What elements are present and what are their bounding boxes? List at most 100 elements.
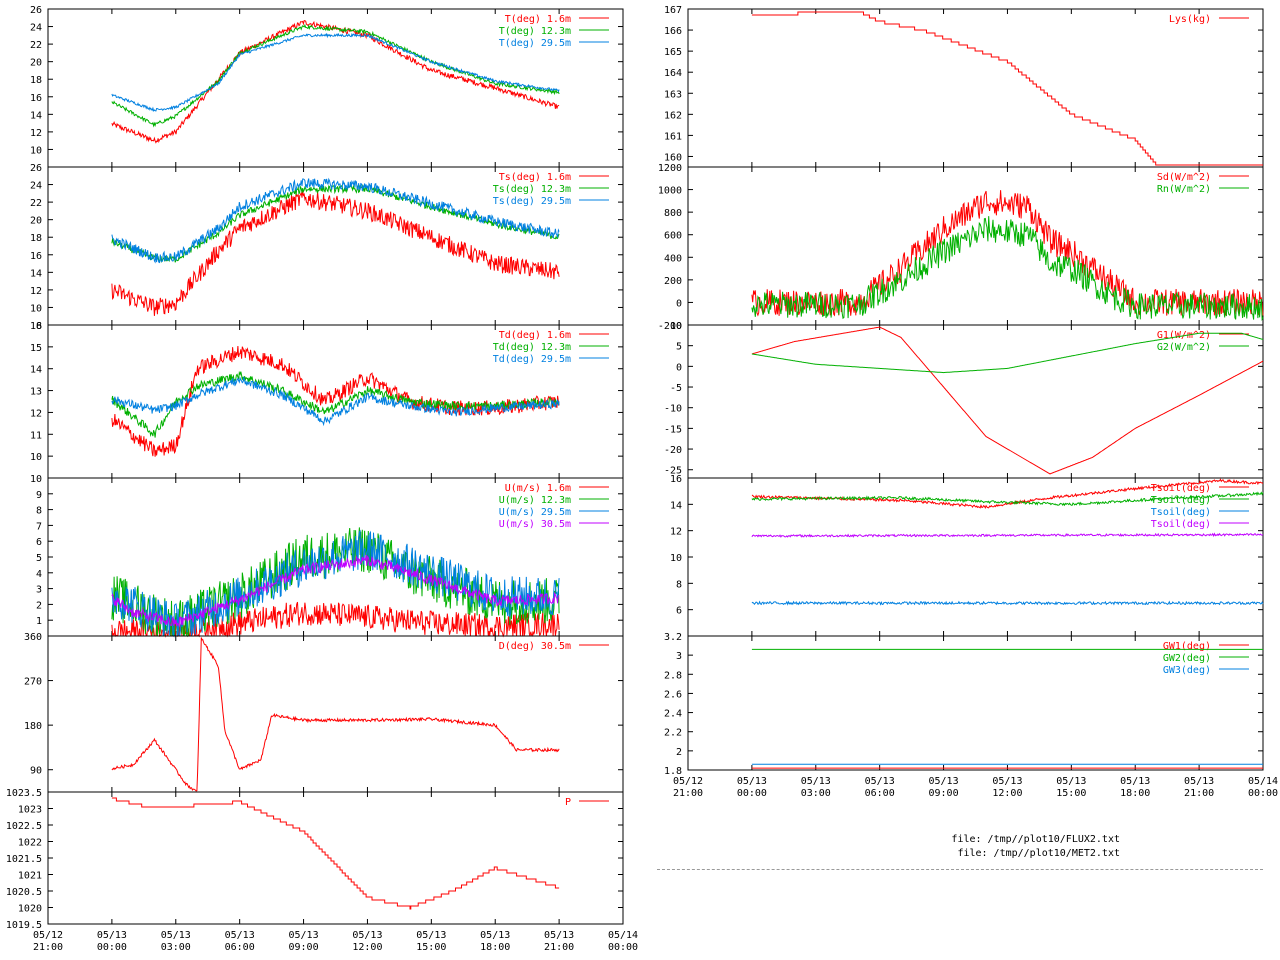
x-tick-label: 09:00	[289, 942, 319, 953]
dashed-separator	[657, 869, 1263, 870]
x-tick-label: 18:00	[480, 942, 510, 953]
y-tick-label: 12	[30, 408, 42, 419]
y-tick-label: 165	[664, 47, 682, 58]
panel-right-1: 160 161 162 163 164 165 166 167 Lys(kg)	[664, 5, 1264, 168]
x-tick-label: 03:00	[161, 942, 191, 953]
x-tick-label: 05/13	[737, 776, 767, 787]
panel-right-5: 1.8 2 2.2 2.4 2.6 2.8 3 3.2 GW1(deg)GW2(deg)GW3(…	[664, 632, 1264, 777]
file-label-flux: file: /tmp//plot10/FLUX2.txt	[951, 834, 1120, 845]
y-tick-label: 10	[30, 474, 42, 485]
x-tick-label: 05/13	[289, 930, 319, 941]
y-tick-label: 10	[670, 321, 682, 332]
legend-label: U(m/s) 29.5m	[499, 507, 571, 518]
y-tick-label: 400	[664, 253, 682, 264]
legend-label: Sd(W/m^2)	[1157, 172, 1211, 183]
y-tick-label: 14	[30, 110, 42, 121]
x-tick-label: 18:00	[1120, 788, 1150, 799]
y-tick-label: 3	[36, 585, 42, 596]
y-tick-label: 9	[36, 490, 42, 501]
x-tick-label: 05/13	[352, 930, 382, 941]
panel-right-4: 6810121416Tsoil(deg)Tsoil(deg)Tsoil(deg)…	[670, 474, 1264, 637]
series-line	[111, 32, 560, 112]
legend-label: Tsoil(deg)	[1151, 483, 1211, 494]
legend-label: G2(W/m^2)	[1157, 342, 1211, 353]
y-tick-label: 10	[670, 553, 682, 564]
legend-label: Ts(deg) 29.5m	[493, 196, 571, 207]
y-tick-label: 7	[36, 521, 42, 532]
file-labels: file: /tmp//plot10/FLUX2.txt file: /tmp/…	[930, 833, 1120, 861]
legend-label: Rn(W/m^2)	[1157, 184, 1211, 195]
x-tick-label: 05/13	[801, 776, 831, 787]
panel-right-2: -200 0 200 400 600 800 1000 1200 Sd(W/m^2)Rn(W/m…	[658, 163, 1264, 332]
y-tick-label: -10	[664, 404, 682, 415]
y-tick-label: 1022	[18, 838, 42, 849]
y-tick-label: 26	[30, 163, 42, 174]
x-tick-label: 05/13	[480, 930, 510, 941]
x-tick-label: 15:00	[1056, 788, 1086, 799]
y-tick-label: 2.2	[664, 728, 682, 739]
y-tick-label: 26	[30, 5, 42, 16]
legend-label: GW2(deg)	[1163, 653, 1211, 664]
x-tick-label: 05/13	[97, 930, 127, 941]
series-line	[111, 189, 560, 316]
legend-label: GW1(deg)	[1163, 641, 1211, 652]
x-tick-label: 21:00	[1184, 788, 1214, 799]
y-tick-label: 1020	[18, 904, 42, 915]
y-tick-label: 2	[676, 747, 682, 758]
y-tick-label: 160	[664, 152, 682, 163]
y-tick-label: -200	[658, 321, 682, 332]
y-tick-label: 14	[30, 365, 42, 376]
panel-frame	[687, 635, 1264, 771]
y-tick-label: 1200	[658, 163, 682, 174]
x-tick-label: 05/13	[929, 776, 959, 787]
y-tick-label: 2.6	[664, 689, 682, 700]
series-line	[751, 11, 1263, 166]
y-tick-label: 13	[30, 387, 42, 398]
legend-label: U(m/s) 30.5m	[499, 519, 571, 530]
legend-label: U(m/s) 12.3m	[499, 495, 571, 506]
series-line	[111, 370, 560, 438]
x-tick-label: 05/14	[1248, 776, 1278, 787]
y-tick-label: 162	[664, 110, 682, 121]
series-line	[111, 376, 560, 427]
y-tick-label: 12	[670, 527, 682, 538]
y-tick-label: 600	[664, 231, 682, 242]
legend-label: Tsoil(deg)	[1151, 507, 1211, 518]
x-tick-label: 12:00	[992, 788, 1022, 799]
y-tick-label: -5	[670, 383, 682, 394]
x-tick-label: 21:00	[544, 942, 574, 953]
y-tick-label: 161	[664, 131, 682, 142]
y-tick-label: 12	[30, 128, 42, 139]
series-line	[111, 177, 560, 264]
y-tick-label: 10	[30, 452, 42, 463]
y-tick-label: 800	[664, 208, 682, 219]
x-tick-label: 05/13	[1120, 776, 1150, 787]
y-tick-label: 166	[664, 26, 682, 37]
y-tick-label: -25	[664, 466, 682, 477]
y-tick-label: -20	[664, 445, 682, 456]
y-tick-label: 14	[670, 500, 682, 511]
legend-label: Td(deg) 1.6m	[499, 330, 571, 341]
panel-frame	[47, 791, 624, 925]
series-line	[111, 554, 560, 628]
x-tick-label: 00:00	[737, 788, 767, 799]
y-tick-label: 16	[30, 251, 42, 262]
y-tick-label: 8	[36, 321, 42, 332]
y-tick-label: 200	[664, 276, 682, 287]
y-tick-label: 16	[670, 474, 682, 485]
x-tick-label: 05/12	[673, 776, 703, 787]
y-tick-label: 10	[30, 303, 42, 314]
series-line	[751, 491, 1264, 507]
y-tick-label: 8	[676, 579, 682, 590]
x-tick-label: 05/13	[992, 776, 1022, 787]
x-tick-label: 05/14	[608, 930, 638, 941]
legend-label: Ts(deg) 1.6m	[499, 172, 571, 183]
legend-label: T(deg) 29.5m	[499, 38, 571, 49]
series-line	[751, 190, 1264, 317]
y-tick-label: 6	[676, 606, 682, 617]
y-tick-label: 163	[664, 89, 682, 100]
series-line	[111, 20, 560, 144]
y-tick-label: 1000	[658, 186, 682, 197]
